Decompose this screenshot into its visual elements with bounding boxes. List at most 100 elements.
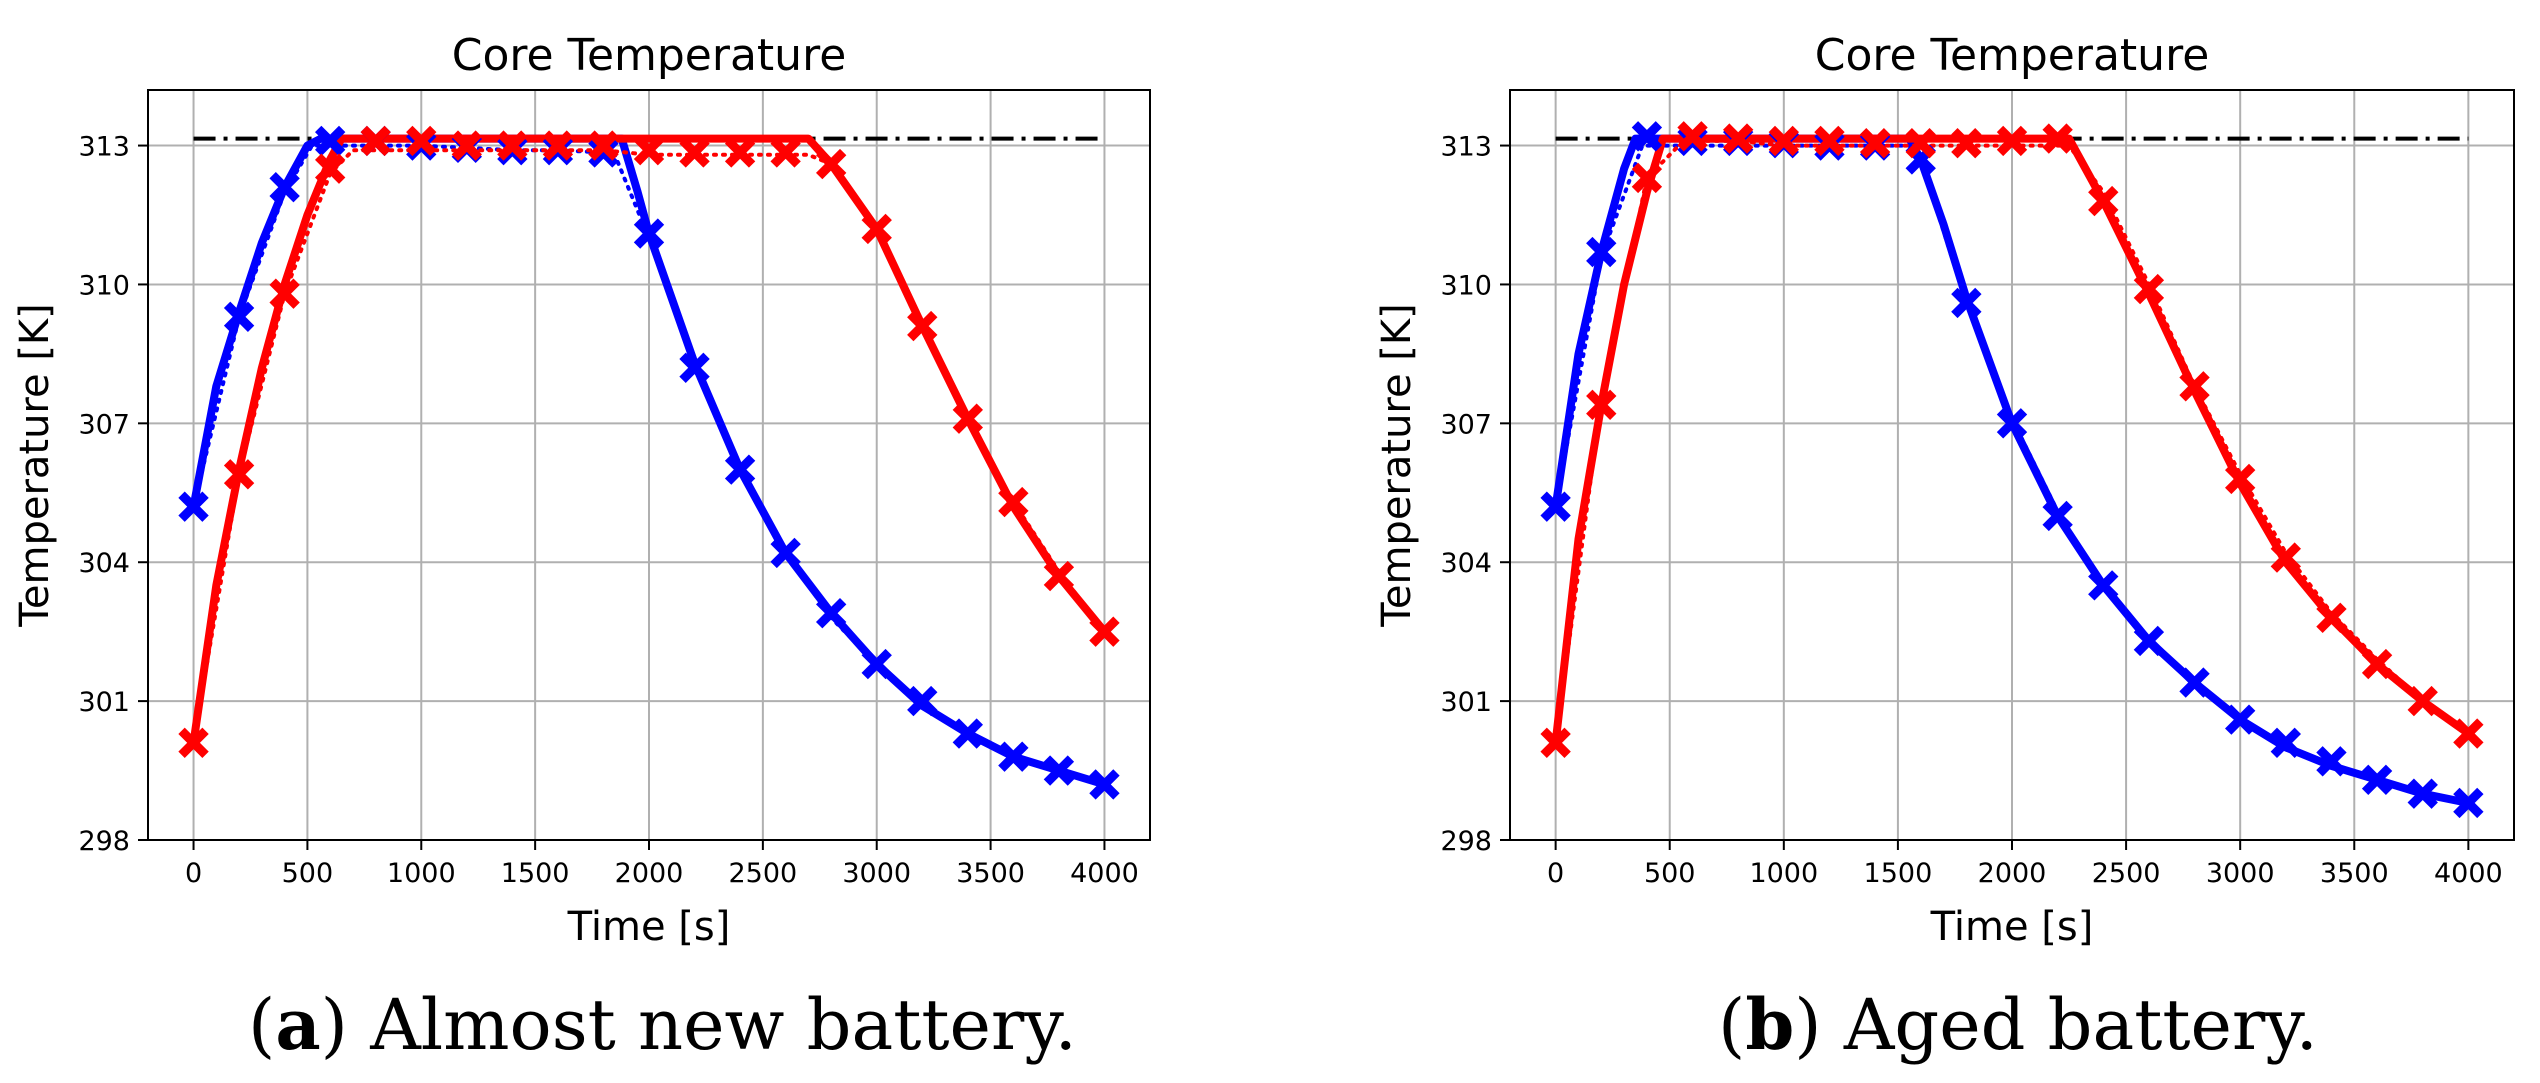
marker-red <box>952 403 983 434</box>
marker-red <box>1043 560 1075 592</box>
x-tick-label: 3500 <box>956 858 1025 889</box>
marker-blue <box>1586 236 1617 268</box>
y-tick-label: 313 <box>1440 132 1492 163</box>
y-axis-label: Temperature [K] <box>12 303 58 628</box>
marker-red <box>1859 128 1891 159</box>
marker-blue <box>679 352 710 383</box>
marker-red <box>907 310 938 342</box>
marker-red <box>1722 123 1754 154</box>
marker-blue <box>2088 570 2119 601</box>
marker-red <box>2316 602 2347 633</box>
y-tick-label: 301 <box>78 687 130 718</box>
marker-blue <box>588 137 619 168</box>
y-tick-label: 301 <box>1440 687 1492 718</box>
marker-red <box>2179 371 2210 402</box>
caption-a-letter: a <box>275 983 321 1066</box>
marker-blue <box>1540 491 1571 522</box>
y-tick-label: 304 <box>1440 548 1492 579</box>
x-tick-label: 3000 <box>842 858 911 889</box>
marker-red <box>679 137 710 168</box>
marker-blue <box>2407 778 2438 809</box>
marker-red <box>406 125 437 157</box>
x-tick-label: 3500 <box>2320 858 2389 889</box>
y-tick-label: 298 <box>78 826 130 857</box>
caption-a-text: Almost new battery. <box>370 984 1077 1066</box>
marker-red <box>1586 389 1617 420</box>
marker-blue <box>269 172 300 203</box>
marker-blue <box>2042 500 2073 532</box>
markers-red <box>178 125 1120 758</box>
y-tick-label: 298 <box>1440 826 1492 857</box>
chart-1: 0 500 1000 1500 2000 2500 3000 3500 4000 298 301 30… <box>12 30 1151 950</box>
marker-blue <box>1089 769 1120 800</box>
x-tick-label: 1500 <box>1864 858 1933 889</box>
y-tick-label: 310 <box>1440 270 1492 301</box>
grid <box>148 90 1150 841</box>
marker-red <box>588 130 619 161</box>
marker-red <box>1631 162 1663 194</box>
marker-red <box>2133 273 2165 305</box>
marker-red <box>542 130 574 161</box>
marker-blue <box>2179 667 2210 698</box>
marker-red <box>269 278 300 309</box>
markers-red <box>1540 121 2484 758</box>
x-tick-label: 4000 <box>1070 858 1139 889</box>
marker-red <box>1996 125 2028 157</box>
marker-blue <box>178 491 209 522</box>
caption-a: (a) Almost new battery. <box>248 983 1077 1066</box>
marker-red <box>2270 542 2302 573</box>
marker-red <box>1677 121 1708 152</box>
x-tick-label: 4000 <box>2434 858 2503 889</box>
caption-b-letter: b <box>1745 983 1795 1066</box>
chart-2: 0 500 1000 1500 2000 2500 3000 3500 4000 298 301 30… <box>1374 30 2515 950</box>
x-tick-label: 1000 <box>1749 858 1818 889</box>
marker-red <box>770 137 801 168</box>
marker-blue <box>2316 746 2347 777</box>
marker-red <box>315 153 346 184</box>
marker-red <box>223 459 255 490</box>
marker-blue <box>816 597 847 629</box>
x-tick-label: 2000 <box>1978 858 2047 889</box>
marker-red <box>2453 718 2484 749</box>
marker-blue <box>2270 727 2302 758</box>
marker-red <box>1768 125 1800 157</box>
x-tick-label: 1000 <box>387 858 456 889</box>
x-tick-label: 3000 <box>2206 858 2275 889</box>
marker-red <box>998 486 1029 518</box>
marker-red <box>1814 125 1845 157</box>
marker-blue <box>2361 764 2393 795</box>
marker-red <box>1089 616 1120 647</box>
x-tick-label: 0 <box>1547 858 1564 889</box>
x-tick-label: 500 <box>1644 858 1696 889</box>
x-tick-label: 0 <box>185 858 202 889</box>
marker-red <box>2224 463 2256 495</box>
y-tick-label: 307 <box>78 409 130 440</box>
marker-blue <box>1043 755 1075 786</box>
caption-b: (b) Aged battery. <box>1718 983 2318 1066</box>
caption-b-text: Aged battery. <box>1843 984 2318 1066</box>
marker-red <box>1540 727 1571 758</box>
marker-red <box>1905 128 1936 159</box>
y-tick-label: 307 <box>1440 409 1492 440</box>
x-tick-label: 2000 <box>615 858 684 889</box>
marker-blue <box>2453 787 2484 819</box>
marker-blue <box>2133 625 2165 657</box>
y-tick-label: 304 <box>78 548 130 579</box>
marker-red <box>2407 685 2438 717</box>
x-tick-label: 2500 <box>2092 858 2161 889</box>
marker-blue <box>724 454 756 485</box>
marker-blue <box>770 537 801 569</box>
y-axis-label: Temperature [K] <box>1374 303 1420 628</box>
x-tick-label: 1500 <box>501 858 570 889</box>
marker-red <box>497 130 528 161</box>
marker-blue <box>2224 704 2256 735</box>
marker-red <box>451 130 482 161</box>
marker-blue <box>1631 121 1663 152</box>
marker-red <box>2361 648 2393 680</box>
marker-blue <box>998 741 1029 772</box>
marker-red <box>178 727 209 758</box>
marker-red <box>360 125 391 157</box>
x-tick-label: 500 <box>282 858 334 889</box>
marker-red <box>861 213 892 245</box>
